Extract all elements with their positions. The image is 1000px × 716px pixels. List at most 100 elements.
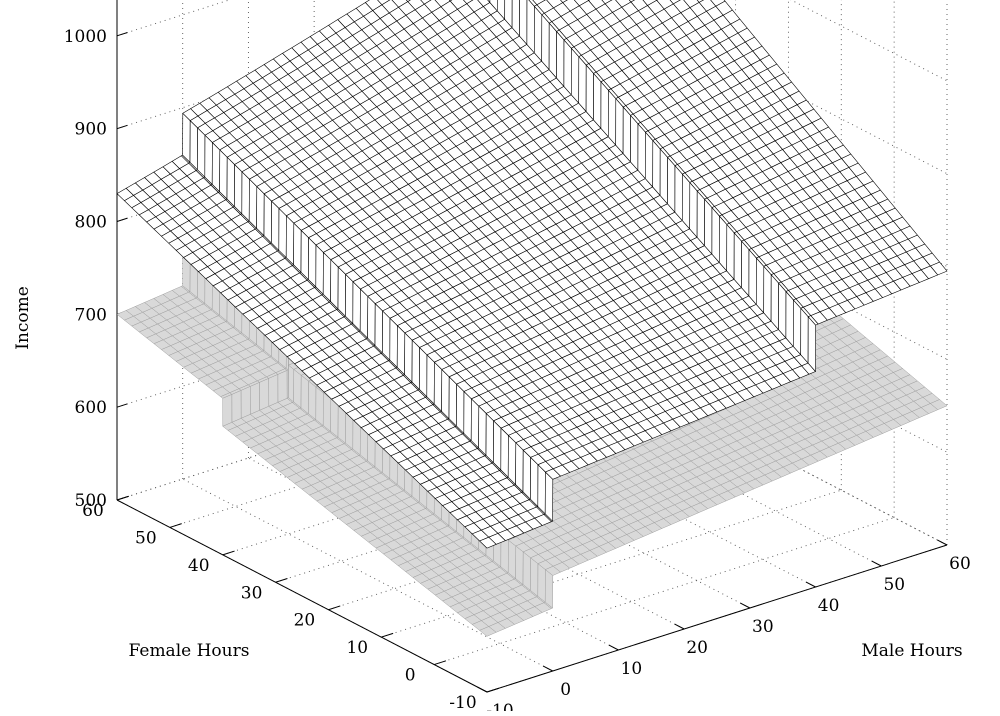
surface-cell <box>271 201 279 250</box>
surface-cell <box>390 318 398 367</box>
x-tick <box>609 645 619 650</box>
x-tick <box>937 540 947 545</box>
surface-cell <box>601 82 609 137</box>
surface-cell <box>538 564 546 602</box>
surface-cell <box>278 370 287 402</box>
surface-cell <box>668 157 676 212</box>
z-tick <box>117 218 128 221</box>
surface-cell <box>419 348 427 397</box>
surface-cell <box>250 382 259 414</box>
z-tick <box>117 497 128 500</box>
surface-cell <box>534 6 542 61</box>
surface-cell <box>508 540 516 578</box>
surface-cell <box>294 223 302 272</box>
x-tick <box>477 687 487 692</box>
surface-cell <box>234 165 242 214</box>
surface-cell <box>697 191 705 246</box>
x-tick <box>543 666 553 671</box>
surface-cell <box>705 199 713 254</box>
surface-cell <box>638 124 646 179</box>
surface-cell <box>456 384 464 433</box>
surface-cell <box>286 216 294 265</box>
surface-cell <box>520 0 528 44</box>
x-tick <box>806 582 816 587</box>
surface-cell <box>223 394 232 426</box>
surface-cell <box>516 546 524 585</box>
surface-cell <box>308 238 316 287</box>
y-tick <box>223 551 235 555</box>
surface-cell <box>288 365 293 402</box>
surface-cell <box>579 57 587 112</box>
surface-cell <box>264 194 272 243</box>
surface-cell <box>338 267 346 316</box>
x-tick <box>740 603 750 608</box>
surface-cell <box>530 558 538 597</box>
y-tick <box>434 661 446 665</box>
surface-cell <box>645 132 653 187</box>
surface-cell <box>571 48 579 103</box>
surface-cell <box>608 90 616 145</box>
surface-cell <box>331 260 339 309</box>
surface-cell <box>323 393 331 432</box>
surface-cell <box>616 99 624 154</box>
x-tick <box>675 624 685 629</box>
y-tick <box>170 524 182 528</box>
surface-cell <box>545 570 553 608</box>
surface-cell <box>742 241 750 296</box>
surface-cell <box>682 174 690 229</box>
surface-cell <box>631 115 639 170</box>
surface-cell <box>260 378 269 410</box>
surface-cell <box>442 370 450 419</box>
surface-cell <box>375 304 383 353</box>
surface-cell <box>427 355 435 404</box>
surface-cell <box>241 386 250 418</box>
surface-cell <box>360 289 368 338</box>
surface-cell <box>690 183 698 238</box>
surface-cell <box>301 230 309 279</box>
surface-cell <box>434 362 442 411</box>
surface-cell <box>269 374 278 406</box>
z-tick <box>117 404 128 407</box>
surface-cell <box>353 282 361 331</box>
surface-cell <box>594 73 602 128</box>
surface-cell <box>675 166 683 221</box>
z-tick <box>117 125 128 128</box>
surface-cell <box>323 252 331 301</box>
surface-cell <box>449 377 457 426</box>
surface-cell <box>368 296 376 345</box>
surface-cell <box>279 208 287 257</box>
surface-cell <box>190 121 198 170</box>
surface-cell <box>249 179 257 228</box>
surface-cell <box>316 387 324 426</box>
surface-cell <box>257 187 265 236</box>
z-tick <box>117 32 128 35</box>
surface-cell <box>412 340 420 389</box>
surface-cell <box>479 406 487 455</box>
surface-cell <box>227 157 235 206</box>
y-tick <box>487 688 499 692</box>
surface-cell <box>564 40 572 95</box>
surface-cell <box>464 392 472 441</box>
surface-cell <box>542 15 550 70</box>
surface-cell <box>719 216 727 271</box>
surface-cell <box>471 399 479 448</box>
surface-cell <box>734 233 742 288</box>
surface-cell <box>197 128 205 177</box>
surface-cell <box>405 333 413 382</box>
surface-cell <box>623 107 631 162</box>
surface-cell <box>294 369 302 407</box>
surface-cell <box>220 150 228 199</box>
surfaces <box>117 0 947 636</box>
x-tick <box>872 561 882 566</box>
surface-cell <box>660 149 668 204</box>
surface-cell <box>242 172 250 221</box>
surface-cell <box>523 552 531 591</box>
surface-cell <box>212 143 220 192</box>
surface-cell <box>308 381 316 420</box>
surface-cell <box>316 245 324 294</box>
surface-cell <box>527 0 535 53</box>
surface-cell <box>205 135 213 184</box>
surface-cell <box>232 390 241 422</box>
